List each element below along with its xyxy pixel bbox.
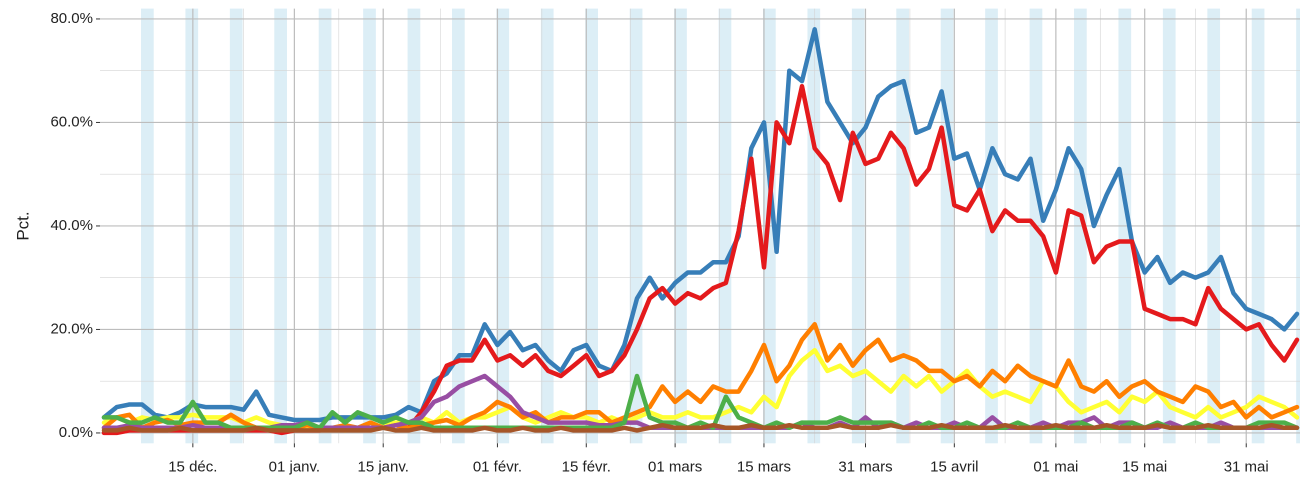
x-tick-label: 15 févr. bbox=[562, 458, 611, 475]
x-tick-label: 15 avril bbox=[930, 458, 978, 475]
series-line bbox=[101, 422, 1300, 433]
y-axis-label: Pct. bbox=[13, 211, 32, 240]
x-tick-label: 15 déc. bbox=[168, 458, 217, 475]
x-tick-label: 15 mai bbox=[1122, 458, 1167, 475]
x-tick-label: 01 févr. bbox=[473, 458, 522, 475]
x-tick-label: 01 janv. bbox=[269, 458, 320, 475]
x-tick-label: 01 mars bbox=[648, 458, 702, 475]
x-tick-label: 31 mars bbox=[838, 458, 892, 475]
x-tick-label: 01 mai bbox=[1033, 458, 1078, 475]
y-tick-label: 20.0% bbox=[50, 320, 93, 337]
x-tick-label: 15 janv. bbox=[357, 458, 408, 475]
y-tick-label: 60.0% bbox=[50, 113, 93, 130]
x-tick-label: 31 mai bbox=[1224, 458, 1269, 475]
x-tick-label: 15 mars bbox=[737, 458, 791, 475]
series-line bbox=[101, 27, 1300, 423]
y-tick-label: 0.0% bbox=[59, 424, 93, 441]
y-tick-label: 40.0% bbox=[50, 217, 93, 234]
y-tick-label: 80.0% bbox=[50, 10, 93, 27]
